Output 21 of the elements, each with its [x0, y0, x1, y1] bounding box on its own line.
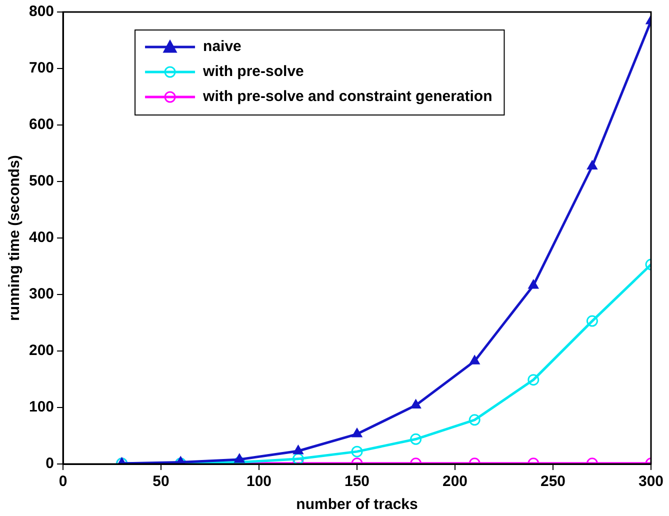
- x-tick-label: 250: [540, 473, 566, 490]
- x-tick-label: 50: [152, 473, 170, 490]
- legend-label: with pre-solve: [202, 63, 304, 80]
- x-axis-title: number of tracks: [296, 496, 418, 514]
- y-tick-label: 400: [28, 229, 54, 246]
- x-tick-label: 100: [246, 473, 272, 490]
- y-tick-label: 600: [28, 116, 54, 134]
- y-tick-label: 700: [28, 60, 54, 77]
- y-tick-label: 500: [28, 172, 54, 190]
- y-tick-label: 800: [28, 3, 54, 20]
- y-axis-title: running time (seconds): [6, 155, 24, 321]
- legend-label: with pre-solve and constraint generation: [202, 88, 492, 106]
- y-tick-label: 0: [46, 455, 54, 472]
- x-tick-label: 200: [442, 473, 468, 490]
- y-tick-label: 200: [28, 342, 54, 360]
- x-tick-label: 150: [344, 473, 370, 490]
- legend-label: naive: [203, 38, 242, 56]
- y-tick-label: 100: [28, 398, 54, 416]
- y-tick-label: 300: [28, 286, 54, 303]
- x-tick-label: 300: [638, 473, 664, 490]
- x-tick-label: 0: [58, 473, 68, 490]
